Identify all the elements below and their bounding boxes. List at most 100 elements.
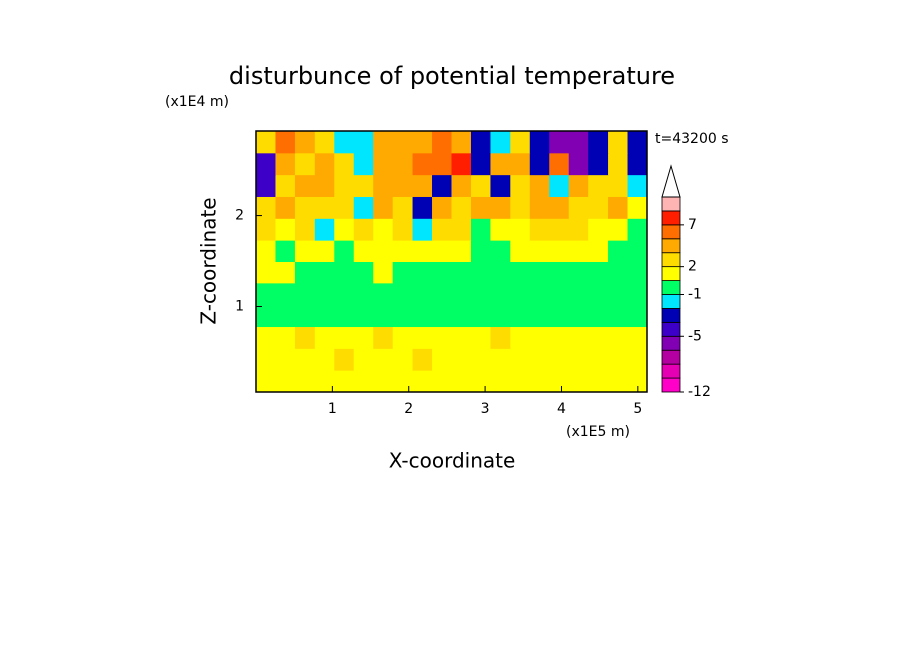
contour-cell: [568, 304, 589, 328]
contour-cell: [334, 282, 355, 306]
contour-cell: [353, 196, 374, 219]
contour-cell: [256, 240, 276, 262]
contour-cell: [470, 131, 491, 154]
contour-cell: [294, 370, 316, 393]
contour-cell: [549, 174, 570, 197]
contour-cell: [529, 326, 550, 349]
contour-cell: [392, 131, 414, 154]
contour-cell: [256, 348, 276, 371]
contour-cell: [373, 261, 394, 284]
contour-cell: [353, 152, 374, 176]
contour-cell: [294, 152, 316, 176]
contour-cell: [568, 261, 589, 284]
contour-cell: [510, 304, 531, 328]
contour-cell: [432, 240, 452, 262]
colorbar-segment: [661, 252, 681, 268]
contour-cell: [627, 240, 648, 262]
contour-cell: [275, 261, 296, 284]
contour-cell: [294, 240, 316, 262]
contour-cell: [334, 348, 355, 371]
contour-cell: [334, 218, 355, 241]
x-tick-label: 1: [328, 401, 337, 417]
contour-cell: [490, 304, 511, 328]
contour-cell: [392, 370, 414, 393]
contour-cell: [549, 282, 570, 306]
contour-cell: [470, 218, 491, 241]
contour-cell: [588, 304, 609, 328]
x-unit: (x1E5 m): [566, 424, 630, 440]
contour-cell: [529, 131, 550, 154]
contour-cell: [451, 174, 472, 197]
plot-frame: [255, 130, 648, 393]
contour-cell: [490, 218, 511, 241]
contour-cell: [432, 218, 452, 241]
contour-cell: [412, 370, 433, 393]
contour-cell: [432, 304, 452, 328]
contour-cell: [608, 348, 629, 371]
contour-cell: [451, 304, 472, 328]
contour-cell: [353, 261, 374, 284]
contour-cell: [470, 174, 491, 197]
contour-cell: [275, 240, 296, 262]
contour-cell: [412, 282, 433, 306]
contour-cell: [608, 131, 629, 154]
contour-cell: [568, 348, 589, 371]
y-axis-label: Z-coordinate: [197, 197, 221, 324]
contour-cell: [353, 174, 374, 197]
contour-cell: [314, 152, 335, 176]
contour-cell: [470, 196, 491, 219]
contour-cell: [529, 370, 550, 393]
contour-cell: [256, 261, 276, 284]
contour-cell: [627, 370, 648, 393]
contour-cell: [392, 282, 414, 306]
colorbar-segment: [661, 266, 681, 281]
contour-cell: [490, 326, 511, 349]
contour-cell: [588, 174, 609, 197]
contour-cell: [588, 240, 609, 262]
contour-cell: [510, 282, 531, 306]
contour-cell: [549, 326, 570, 349]
contour-cell: [373, 370, 394, 393]
contour-cell: [549, 348, 570, 371]
contour-cell: [529, 196, 550, 219]
contour-cell: [608, 152, 629, 176]
contour-cell: [412, 304, 433, 328]
contour-cell: [529, 218, 550, 241]
contour-cell: [588, 326, 609, 349]
contour-cell: [432, 131, 452, 154]
contour-cell: [510, 370, 531, 393]
colorbar-segment: [661, 321, 681, 337]
contour-cell: [256, 152, 276, 176]
contour-cell: [510, 326, 531, 349]
contour-cell: [588, 348, 609, 371]
contour-cell: [608, 240, 629, 262]
contour-cell: [314, 240, 335, 262]
contour-cell: [490, 174, 511, 197]
contour-cell: [549, 240, 570, 262]
colorbar-segment: [661, 335, 681, 351]
contour-cell: [412, 240, 433, 262]
contour-cell: [412, 196, 433, 219]
contour-cell: [451, 196, 472, 219]
contour-cell: [392, 196, 414, 219]
contour-cell: [373, 304, 394, 328]
contour-cell: [588, 152, 609, 176]
y-tick-label: 2: [235, 208, 244, 224]
time-annotation: t=43200 s: [655, 131, 729, 147]
contour-cell: [470, 282, 491, 306]
contour-cell: [275, 196, 296, 219]
contour-cell: [490, 131, 511, 154]
contour-cell: [588, 370, 609, 393]
contour-cell: [470, 152, 491, 176]
contour-cell: [608, 326, 629, 349]
contour-cell: [412, 152, 433, 176]
contour-cell: [373, 174, 394, 197]
contour-cell: [432, 282, 452, 306]
contour-cell: [490, 261, 511, 284]
colorbar-segment: [661, 210, 681, 226]
contour-cell: [412, 261, 433, 284]
contour-cell: [451, 348, 472, 371]
colorbar-tick-label: -5: [688, 328, 702, 344]
y-tick-label: 1: [235, 299, 244, 315]
contour-cell: [334, 304, 355, 328]
